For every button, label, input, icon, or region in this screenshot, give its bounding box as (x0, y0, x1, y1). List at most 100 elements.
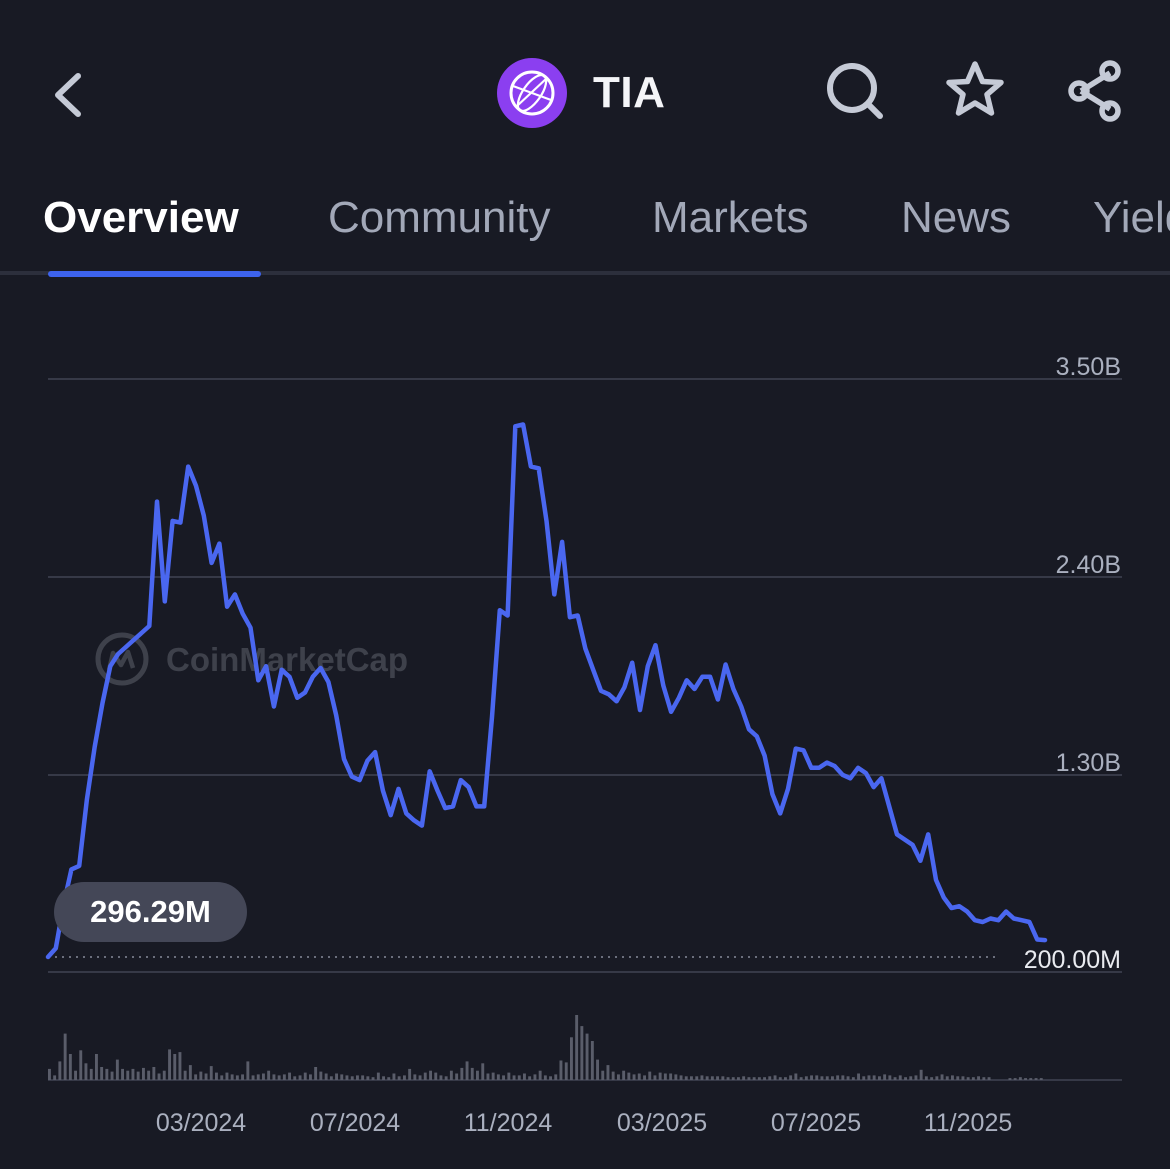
volume-bar (345, 1075, 349, 1080)
volume-bar (804, 1076, 808, 1080)
volume-bar (256, 1074, 260, 1080)
volume-bar (867, 1075, 871, 1080)
tab-overview[interactable]: Overview (43, 193, 239, 242)
volume-bar (1018, 1077, 1022, 1080)
volume-bar (397, 1076, 401, 1080)
chart-grid (48, 378, 1122, 1081)
volume-bar (898, 1075, 902, 1080)
volume-bar (601, 1070, 605, 1080)
volume-bar (872, 1075, 876, 1080)
volume-bar (449, 1070, 453, 1080)
volume-bar (387, 1077, 391, 1080)
volume-bar (79, 1050, 83, 1080)
volume-bar (924, 1076, 928, 1080)
volume-bar (350, 1076, 354, 1080)
volume-bar (63, 1033, 67, 1080)
volume-bar (878, 1076, 881, 1080)
volume-bar (590, 1041, 594, 1080)
volume-bar (168, 1049, 171, 1080)
tab-yield[interactable]: Yield (1093, 193, 1170, 242)
tab-community[interactable]: Community (328, 193, 551, 242)
volume-bar (110, 1071, 114, 1080)
x-tick-label: 07/2025 (771, 1109, 861, 1137)
volume-bar (663, 1073, 667, 1080)
search-icon[interactable] (822, 58, 888, 124)
x-tick-label: 03/2025 (617, 1109, 707, 1137)
volume-bar (1039, 1078, 1043, 1080)
volume-bar (914, 1075, 918, 1080)
chevron-left-icon[interactable] (40, 62, 100, 124)
volume-bar (157, 1073, 161, 1080)
volume-bar (669, 1073, 673, 1080)
volume-bar (700, 1075, 704, 1080)
volume-bar (335, 1073, 338, 1080)
star-icon[interactable] (942, 58, 1008, 124)
volume-bar (721, 1076, 725, 1080)
chart-labels: 3.50B 2.40B 1.30B 200.00M 03/2024 07/2024 11/2… (156, 353, 1121, 1137)
volume-bar (695, 1076, 699, 1080)
volume-bar (632, 1074, 636, 1080)
volume-bar (674, 1074, 678, 1080)
volume-bar (935, 1076, 939, 1080)
volume-bar (298, 1075, 302, 1080)
volume-bar (496, 1074, 500, 1080)
volume-bar (288, 1072, 291, 1080)
price-line-layer (45, 422, 1048, 960)
volume-bar (564, 1062, 568, 1080)
volume-bar (742, 1076, 746, 1080)
volume-bar (230, 1074, 234, 1080)
volume-bar (392, 1073, 396, 1080)
volume-bar (1029, 1078, 1033, 1080)
volume-bar (209, 1066, 213, 1080)
tab-markets[interactable]: Markets (652, 193, 809, 242)
volume-bar (423, 1072, 427, 1080)
volume-bar (465, 1061, 469, 1080)
volume-bar (747, 1077, 751, 1080)
volume-bar (241, 1074, 244, 1080)
volume-bar (585, 1033, 589, 1080)
celestia-logo-icon (497, 58, 567, 128)
volume-bar (361, 1075, 365, 1080)
tabs-divider (0, 271, 1170, 275)
volume-bar (773, 1075, 777, 1080)
volume-bar (131, 1068, 135, 1080)
coinmarketcap-logo-icon (95, 632, 149, 686)
volume-bar (1008, 1078, 1012, 1080)
volume-bar (142, 1067, 145, 1080)
volume-bar (778, 1077, 782, 1080)
volume-bar (763, 1077, 766, 1080)
current-value-badge: 296.29M (54, 882, 247, 942)
volume-bar (961, 1076, 965, 1080)
volume-bar (768, 1076, 772, 1080)
volume-bar (262, 1073, 265, 1080)
volume-bar (309, 1074, 312, 1080)
volume-bar (1034, 1078, 1038, 1080)
y-tick-label: 1.30B (1056, 749, 1121, 777)
volume-bar (162, 1070, 166, 1080)
volume-bar (606, 1065, 610, 1080)
volume-bar (371, 1077, 375, 1080)
volume-bar (194, 1074, 198, 1080)
volume-bar (115, 1059, 119, 1080)
volume-bar (95, 1054, 98, 1080)
volume-bar (940, 1074, 944, 1080)
y-tick-label: 200.00M (1024, 946, 1121, 974)
volume-bar (851, 1077, 855, 1080)
volume-bar (100, 1067, 104, 1080)
x-tick-label: 11/2025 (924, 1109, 1013, 1137)
volume-bar (220, 1075, 224, 1080)
volume-bar (820, 1076, 824, 1080)
volume-bar (225, 1072, 229, 1080)
volume-bar (376, 1072, 380, 1080)
volume-bar (622, 1070, 626, 1080)
volume-bar (862, 1076, 866, 1080)
volume-bar (460, 1067, 464, 1080)
volume-bar (319, 1071, 323, 1080)
volume-bar (737, 1077, 740, 1080)
volume-bar (836, 1075, 840, 1080)
tab-news[interactable]: News (901, 193, 1012, 242)
volume-bar (476, 1070, 479, 1080)
share-icon[interactable] (1063, 58, 1129, 124)
volume-bar (502, 1075, 505, 1080)
